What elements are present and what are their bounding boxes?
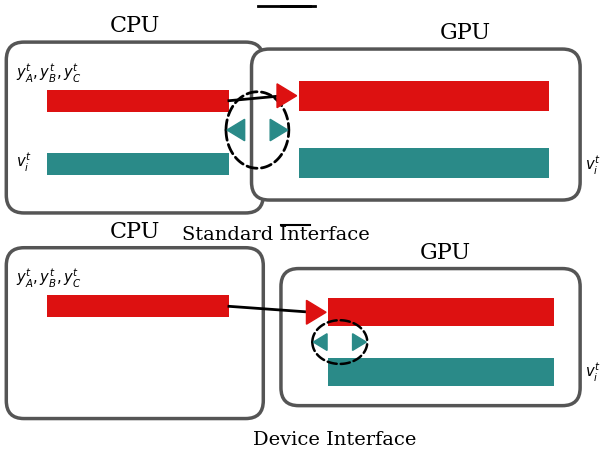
Polygon shape	[227, 120, 245, 142]
Text: $y_A^t,y_B^t,y_C^t$: $y_A^t,y_B^t,y_C^t$	[16, 266, 82, 289]
Polygon shape	[306, 301, 326, 324]
Text: Standard Interface: Standard Interface	[182, 225, 370, 243]
Bar	[48, 296, 229, 318]
Text: $v_i^t$: $v_i^t$	[16, 150, 32, 173]
Text: $v_i^t$: $v_i^t$	[585, 360, 601, 384]
FancyBboxPatch shape	[6, 43, 263, 213]
Bar	[328, 358, 554, 386]
Text: $y_A^t,y_B^t,y_C^t$: $y_A^t,y_B^t,y_C^t$	[16, 61, 82, 84]
Text: GPU: GPU	[440, 22, 490, 44]
Polygon shape	[313, 334, 327, 351]
Bar	[328, 299, 554, 327]
Bar	[48, 91, 229, 112]
Bar	[298, 149, 549, 179]
Text: GPU: GPU	[420, 241, 471, 263]
FancyBboxPatch shape	[251, 50, 580, 201]
Polygon shape	[270, 120, 288, 142]
Text: Device Interface: Device Interface	[253, 430, 417, 449]
Text: CPU: CPU	[109, 15, 160, 37]
FancyBboxPatch shape	[6, 248, 263, 419]
Polygon shape	[277, 85, 297, 108]
Bar	[298, 81, 549, 111]
FancyBboxPatch shape	[281, 269, 580, 406]
Bar	[48, 154, 229, 176]
Text: CPU: CPU	[109, 220, 160, 242]
Polygon shape	[353, 334, 366, 351]
Text: $v_i^t$: $v_i^t$	[585, 153, 601, 177]
